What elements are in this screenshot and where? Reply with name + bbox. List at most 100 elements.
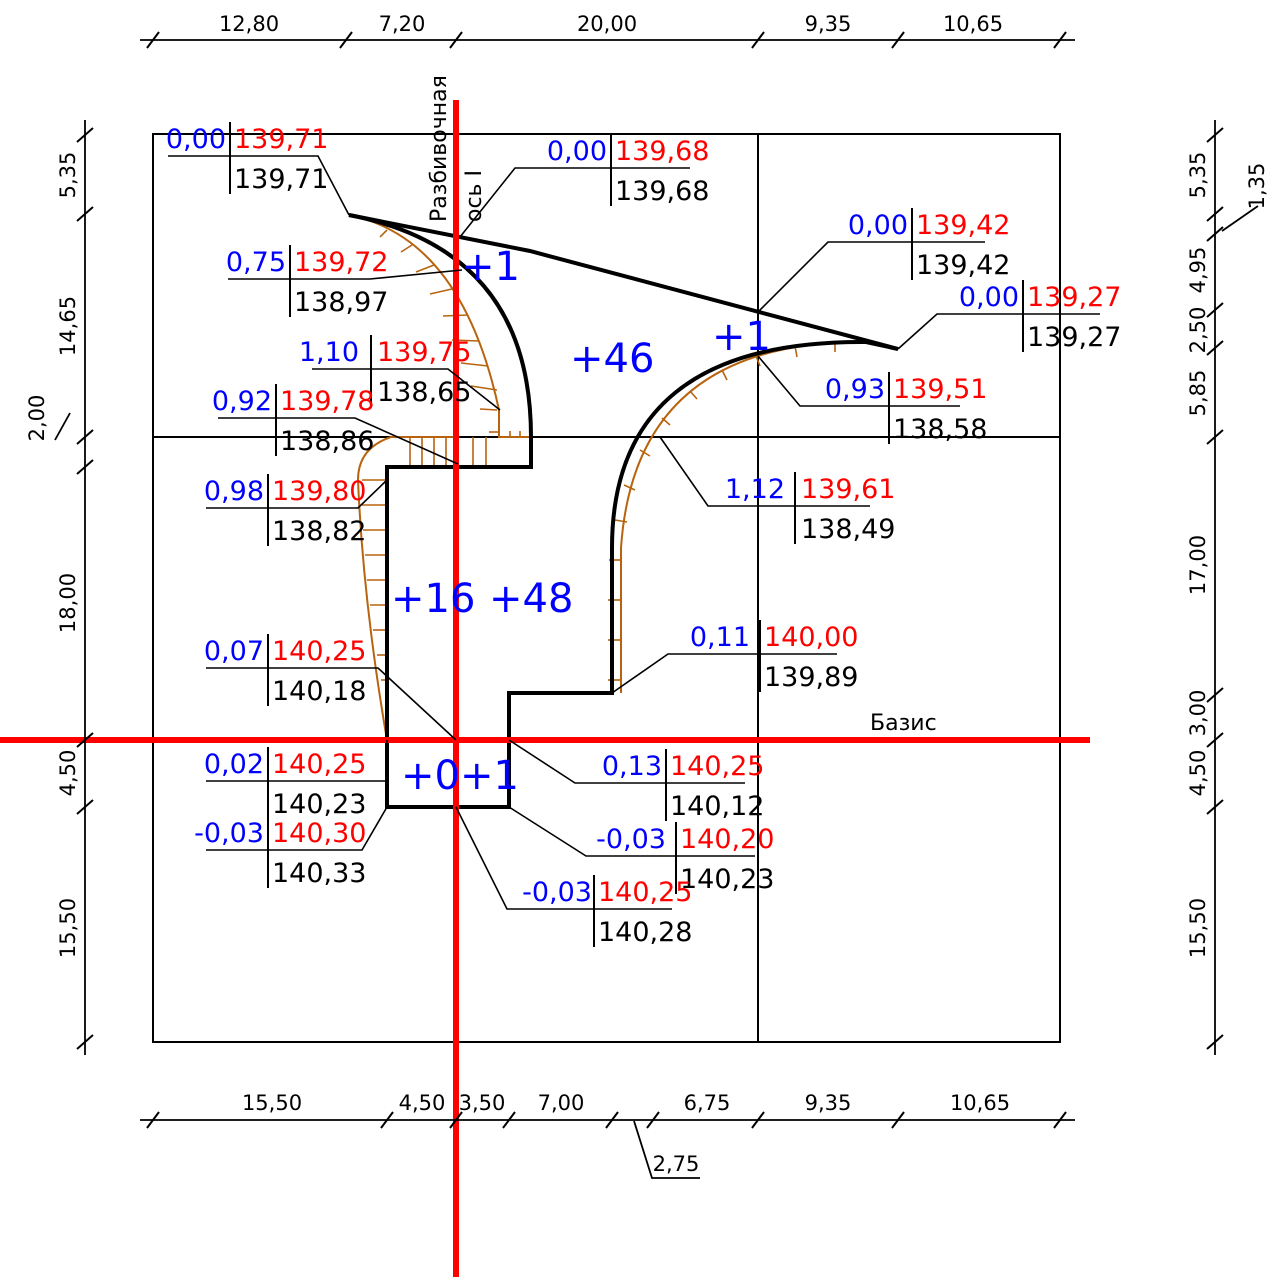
existing-elevation: 140,23 [680, 864, 774, 895]
design-elevation: 140,20 [680, 824, 774, 855]
existing-elevation: 140,12 [670, 791, 764, 822]
cut-fill-value: 1,12 [725, 474, 785, 505]
elevation-mark: 0,98 139,80 138,82 [204, 474, 366, 547]
dim-left: 14,65 [56, 296, 80, 356]
elevation-mark: 0,00 139,42 139,42 [848, 208, 1010, 281]
design-elevation: 140,25 [272, 749, 366, 780]
existing-elevation: 139,89 [764, 662, 858, 693]
basis-label: Базис [870, 711, 937, 736]
zone-value: +0 [401, 753, 460, 799]
design-elevation: 139,51 [893, 374, 987, 405]
elevation-mark: 0,13 140,25 140,12 [602, 749, 764, 822]
cut-fill-value: 0,92 [212, 386, 272, 417]
zone-value: +16 [391, 576, 475, 622]
cut-fill-value: 0,02 [204, 749, 264, 780]
axis-label-name: Разбивочная [427, 75, 452, 222]
cut-fill-value: -0,03 [596, 824, 666, 855]
dim-top: 10,65 [943, 12, 1003, 36]
design-elevation: 140,30 [272, 818, 366, 849]
cut-fill-value: -0,03 [522, 877, 592, 908]
dim-left: 15,50 [56, 898, 80, 958]
existing-elevation: 139,71 [234, 164, 328, 195]
dim-bottom: 4,50 [399, 1091, 446, 1115]
design-elevation: 139,78 [280, 386, 374, 417]
dimension-lines [54, 31, 1259, 1179]
dim-bottom: 6,75 [684, 1091, 731, 1115]
cut-fill-value: 0,11 [690, 622, 750, 653]
elevation-mark: 0,92 139,78 138,86 [212, 384, 374, 457]
elevation-mark: 0,07 140,25 140,18 [204, 634, 366, 707]
existing-elevation: 138,65 [377, 377, 471, 408]
hatch-left-curve [362, 479, 387, 681]
existing-elevation: 138,49 [801, 514, 895, 545]
dim-top: 12,80 [219, 12, 279, 36]
design-elevation: 140,25 [670, 751, 764, 782]
dim-bottom: 7,00 [538, 1091, 585, 1115]
dim-bottom: 9,35 [805, 1091, 852, 1115]
zone-value: +1 [712, 314, 771, 360]
cut-fill-value: 0,93 [825, 374, 885, 405]
existing-elevation: 140,28 [598, 917, 692, 948]
cut-fill-value: 1,10 [299, 337, 359, 368]
elevation-mark: 0,75 139,72 138,97 [226, 245, 388, 318]
cut-fill-value: -0,03 [194, 818, 264, 849]
cut-fill-value: 0,07 [204, 636, 264, 667]
elevation-mark: 0,93 139,51 138,58 [825, 372, 987, 445]
hatch-upper-arc [379, 229, 521, 467]
dim-right: 5,85 [1186, 370, 1210, 417]
dim-bottom: 15,50 [242, 1091, 302, 1115]
dim-bottom-extra: 2,75 [653, 1152, 700, 1176]
dim-top: 9,35 [805, 12, 852, 36]
elevation-mark: -0,03 140,30 140,33 [194, 816, 366, 889]
dim-bottom: 10,65 [950, 1091, 1010, 1115]
dim-right: 1,35 [1245, 163, 1269, 210]
design-elevation: 139,42 [916, 210, 1010, 241]
dim-top: 7,20 [379, 12, 426, 36]
elevation-mark: -0,03 140,25 140,28 [522, 875, 692, 948]
dim-left: 2,00 [25, 395, 49, 442]
dimensions-right: 5,35 1,35 4,95 2,50 5,85 17,00 3,00 4,50… [1186, 152, 1269, 958]
existing-elevation: 139,42 [916, 250, 1010, 281]
cut-fill-value: 0,00 [547, 136, 607, 167]
elevation-mark: 0,00 139,71 139,71 [166, 122, 328, 195]
zone-value: +48 [489, 576, 573, 622]
existing-elevation: 140,18 [272, 676, 366, 707]
elevation-mark: 0,11 140,00 139,89 [690, 620, 858, 693]
design-elevation: 139,72 [294, 247, 388, 278]
dim-right: 4,50 [1186, 750, 1210, 797]
design-elevation: 140,00 [764, 622, 858, 653]
axis-label-number: ось I [462, 170, 487, 222]
dim-right: 3,00 [1186, 690, 1210, 737]
design-elevation: 139,80 [272, 476, 366, 507]
cut-fill-value: 0,75 [226, 247, 286, 278]
design-elevation: 139,71 [234, 124, 328, 155]
zone-value: +46 [570, 336, 654, 382]
design-elevation: 140,25 [272, 636, 366, 667]
dim-right: 17,00 [1186, 535, 1210, 595]
dim-top: 20,00 [577, 12, 637, 36]
design-elevation: 139,27 [1027, 282, 1121, 313]
existing-elevation: 140,33 [272, 858, 366, 889]
cut-fill-value: 0,00 [166, 124, 226, 155]
dim-right: 5,35 [1186, 152, 1210, 199]
cut-fill-value: 0,00 [959, 282, 1019, 313]
cut-fill-value: 0,98 [204, 476, 264, 507]
design-elevation: 139,68 [615, 136, 709, 167]
existing-elevation: 139,27 [1027, 322, 1121, 353]
dim-right: 2,50 [1186, 307, 1210, 354]
grid [152, 133, 1061, 1043]
dimensions-bottom: 15,50 4,50 3,50 7,00 6,75 9,35 10,65 2,7… [242, 1091, 1010, 1176]
design-elevation: 139,61 [801, 474, 895, 505]
axes [0, 100, 1090, 1277]
dim-left: 5,35 [56, 152, 80, 199]
existing-elevation: 138,82 [272, 516, 366, 547]
dim-left: 4,50 [56, 750, 80, 797]
dim-bottom: 3,50 [459, 1091, 506, 1115]
existing-elevation: 138,58 [893, 414, 987, 445]
elevation-mark: 0,00 139,27 139,27 [959, 280, 1121, 353]
elevation-mark: -0,03 140,20 140,23 [596, 822, 774, 895]
cut-fill-value: 0,13 [602, 751, 662, 782]
elevation-mark: 0,00 139,68 139,68 [547, 134, 709, 207]
